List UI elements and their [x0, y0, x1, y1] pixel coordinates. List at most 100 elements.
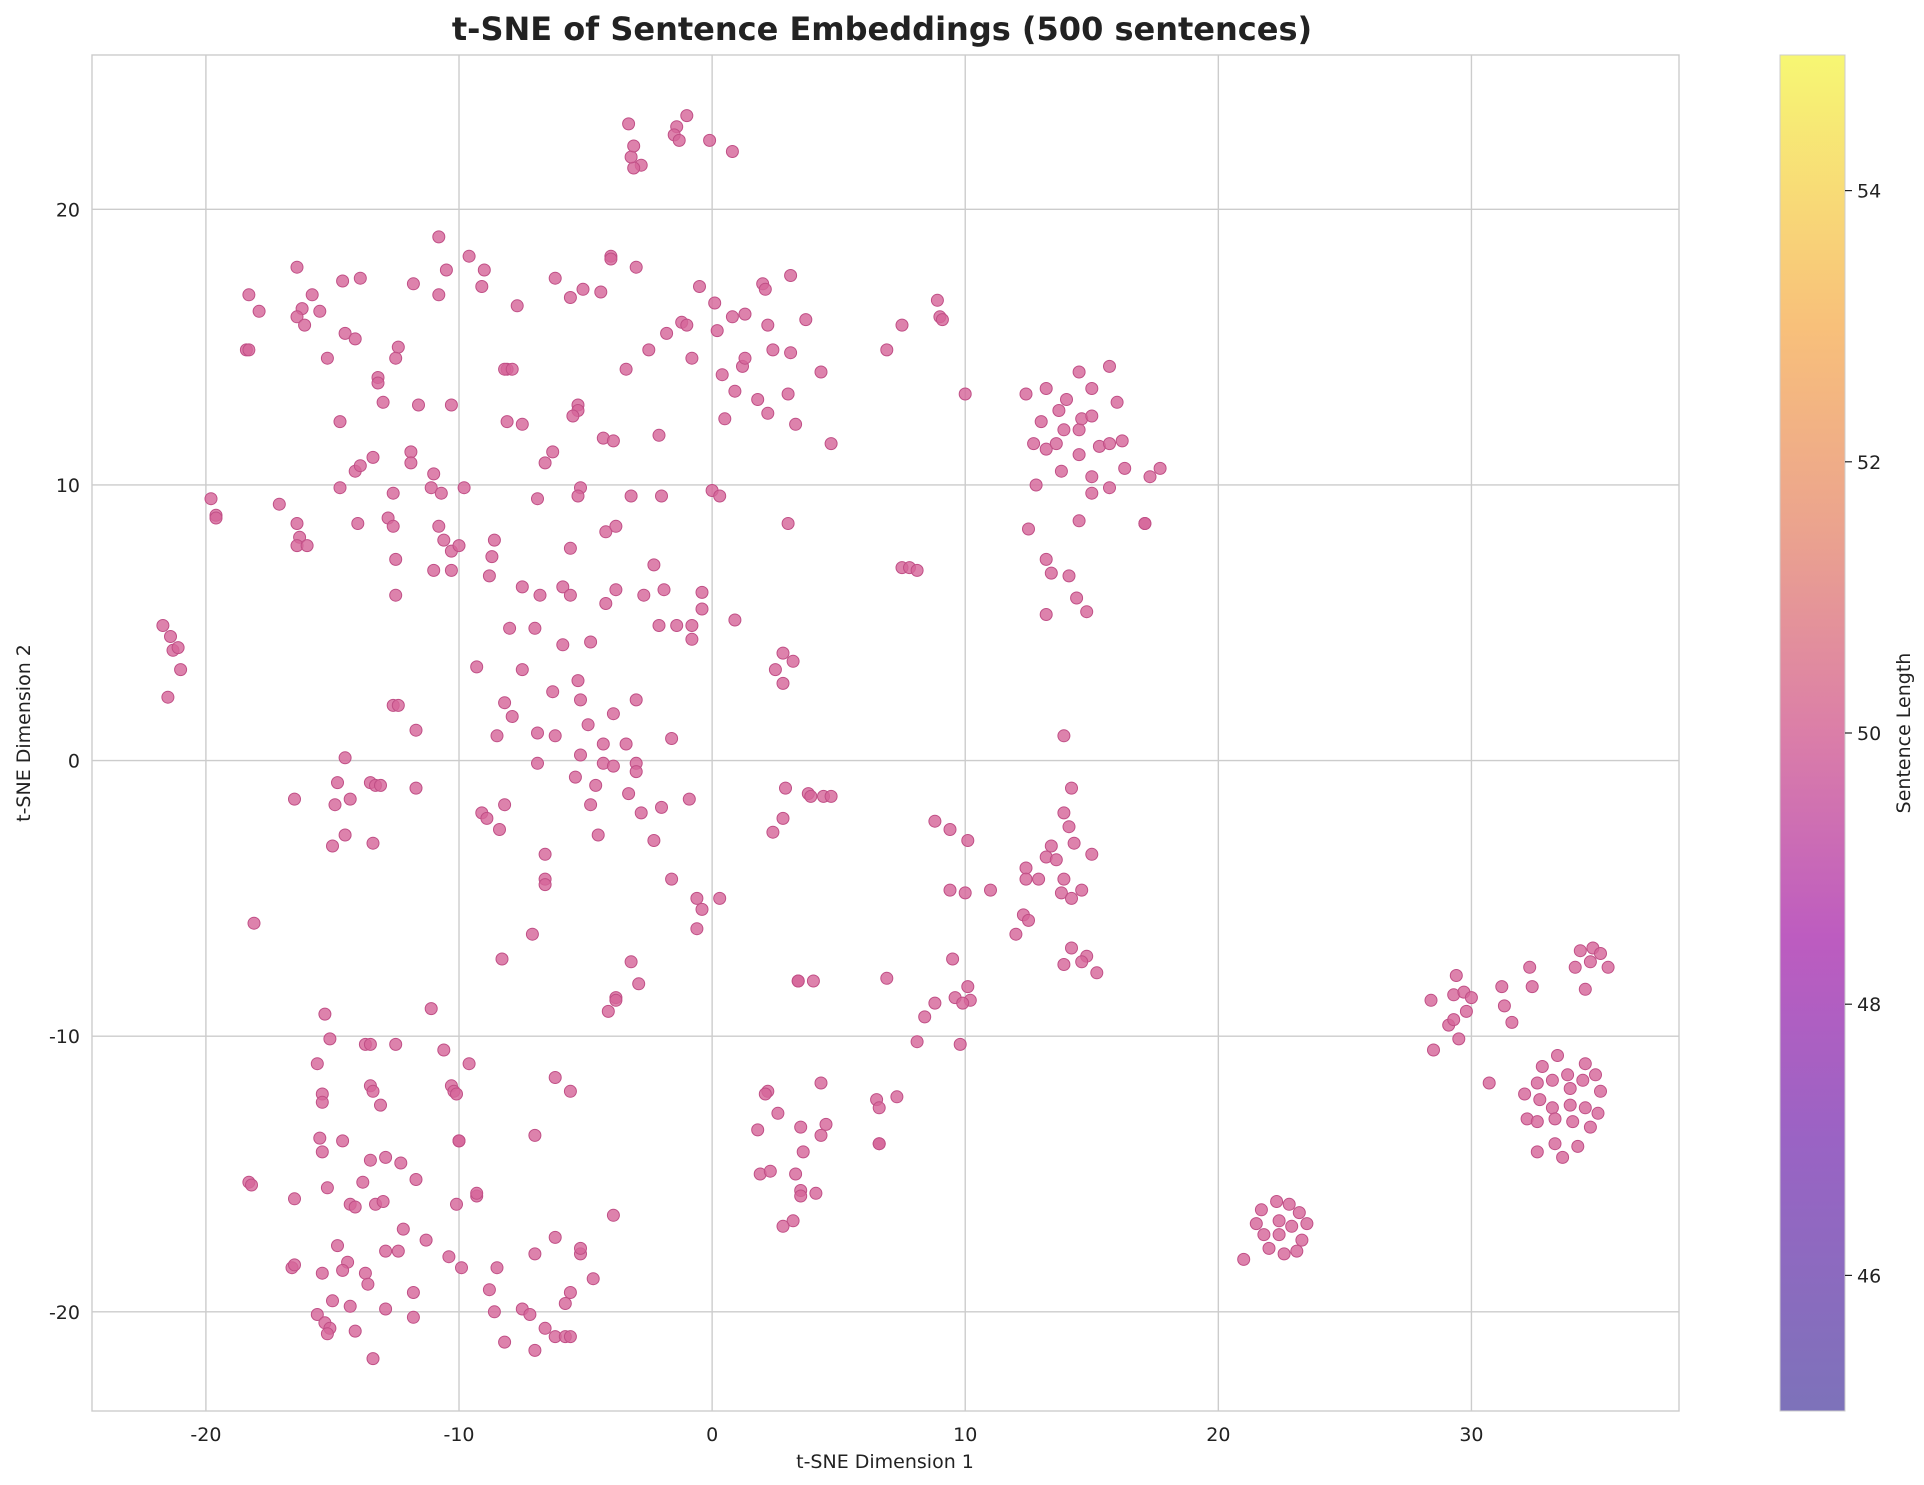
data-point — [690, 891, 704, 905]
data-point — [946, 952, 960, 966]
data-point — [505, 362, 519, 376]
data-point — [498, 798, 512, 812]
data-point — [406, 1286, 420, 1299]
data-point — [437, 1043, 451, 1057]
data-point — [444, 398, 458, 412]
data-point — [563, 291, 577, 304]
data-point — [376, 395, 390, 409]
data-point — [1065, 891, 1078, 905]
data-point — [766, 825, 780, 839]
data-point — [1424, 993, 1438, 1007]
data-point — [1525, 980, 1539, 994]
data-point — [432, 230, 446, 244]
data-point — [652, 619, 666, 632]
data-point — [609, 583, 623, 597]
data-point — [538, 847, 552, 861]
data-point — [943, 823, 957, 836]
data-point — [1568, 960, 1582, 974]
data-point — [548, 271, 562, 285]
data-point — [315, 1145, 329, 1159]
data-point — [336, 1134, 350, 1148]
data-point — [910, 563, 924, 577]
data-point — [738, 307, 752, 321]
data-point — [672, 133, 686, 147]
y-tick-label: -10 — [49, 1026, 80, 1048]
data-point — [331, 1239, 344, 1253]
data-point — [1138, 517, 1152, 530]
data-point — [242, 343, 256, 357]
data-point — [571, 489, 585, 503]
data-point — [310, 1308, 324, 1321]
plot-frame — [91, 54, 1680, 1412]
data-point — [596, 737, 610, 751]
data-point — [394, 1156, 408, 1170]
data-point — [1057, 423, 1071, 437]
data-point — [880, 971, 894, 985]
colorbar — [1779, 54, 1846, 1412]
data-point — [1060, 393, 1073, 406]
data-point — [695, 602, 709, 616]
data-point — [252, 304, 266, 318]
data-point — [315, 1266, 329, 1280]
data-point — [657, 583, 671, 597]
data-point — [1459, 1004, 1473, 1018]
data-point — [1447, 1013, 1461, 1027]
data-point — [1535, 1060, 1549, 1073]
data-point — [791, 974, 805, 988]
data-point — [498, 1335, 512, 1349]
data-point — [637, 588, 651, 602]
data-point — [1561, 1068, 1575, 1082]
data-point — [591, 828, 605, 842]
data-point — [1578, 982, 1592, 996]
data-points — [156, 109, 1615, 1366]
data-point — [1551, 1049, 1564, 1062]
data-point — [1518, 1087, 1532, 1101]
data-point — [290, 310, 304, 324]
data-point — [655, 800, 668, 814]
data-point — [336, 1263, 350, 1277]
data-point — [510, 299, 524, 313]
data-point — [391, 1244, 405, 1258]
data-point — [444, 563, 458, 577]
data-point — [320, 1327, 334, 1341]
data-point — [482, 1283, 496, 1297]
data-point — [457, 481, 471, 495]
data-point — [419, 1233, 433, 1247]
data-point — [1085, 409, 1099, 423]
data-point — [1070, 591, 1084, 605]
data-point — [1545, 1073, 1559, 1087]
data-point — [786, 1214, 800, 1228]
data-point — [984, 883, 997, 897]
data-point — [563, 1330, 577, 1344]
data-point — [462, 249, 476, 263]
data-point — [1566, 1115, 1580, 1129]
data-point — [1290, 1244, 1304, 1258]
data-point — [528, 1128, 542, 1142]
data-point — [406, 1310, 420, 1324]
data-point — [685, 619, 699, 632]
data-point — [424, 481, 438, 495]
data-point — [776, 646, 790, 660]
data-point — [1039, 552, 1053, 566]
data-point — [1576, 1073, 1590, 1087]
data-point — [490, 729, 504, 743]
data-point — [1556, 1150, 1570, 1164]
data-point — [480, 811, 494, 825]
data-point — [358, 1266, 372, 1280]
data-point — [606, 707, 620, 721]
data-point — [703, 133, 717, 147]
data-point — [1237, 1252, 1251, 1266]
x-tick-label: 20 — [1206, 1424, 1230, 1446]
data-point — [1257, 1228, 1271, 1242]
data-point — [660, 326, 674, 340]
data-point — [156, 619, 170, 632]
data-point — [725, 145, 739, 158]
data-point — [624, 955, 638, 969]
data-point — [1022, 522, 1035, 536]
data-point — [1591, 1106, 1605, 1120]
data-point — [695, 902, 709, 916]
data-point — [366, 1084, 380, 1098]
data-point — [619, 737, 633, 751]
data-point — [890, 1090, 904, 1104]
